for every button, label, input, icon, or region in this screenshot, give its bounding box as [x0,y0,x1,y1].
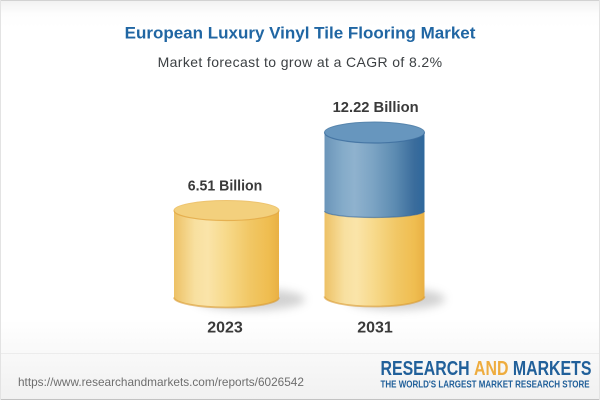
svg-text:Market forecast to grow at a C: Market forecast to grow at a CAGR of 8.2… [158,54,443,70]
svg-text:2031: 2031 [357,320,393,337]
svg-text:12.22 Billion: 12.22 Billion [333,99,419,116]
svg-text:6.51 Billion: 6.51 Billion [188,177,263,194]
svg-text:https://www.researchandmarkets: https://www.researchandmarkets.com/repor… [18,375,304,389]
svg-text:THE WORLD'S LARGEST MARKET RES: THE WORLD'S LARGEST MARKET RESEARCH STOR… [381,379,590,390]
svg-text:RESEARCH AND MARKETS: RESEARCH AND MARKETS [381,357,592,379]
svg-text:2023: 2023 [207,320,243,337]
svg-text:European Luxury Vinyl Tile Flo: European Luxury Vinyl Tile Flooring Mark… [125,24,476,43]
